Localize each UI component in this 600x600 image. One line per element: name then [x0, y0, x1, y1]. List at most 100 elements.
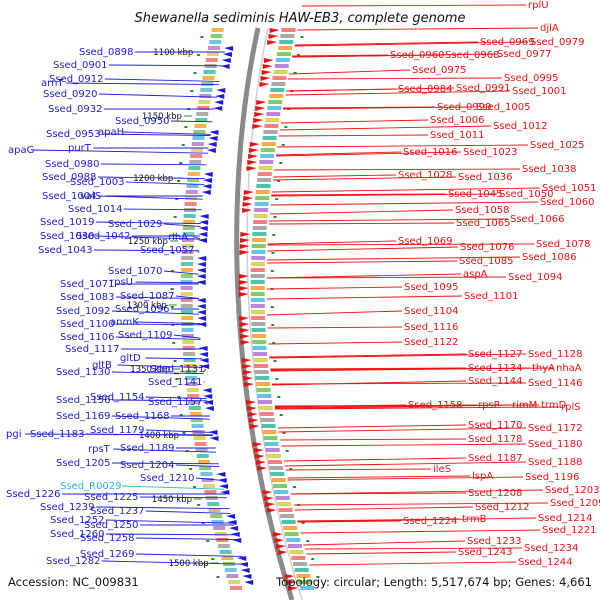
scale-dot: [284, 126, 288, 128]
reverse-gene-marker: [256, 100, 267, 105]
gene-label-right: Ssed_1005: [476, 102, 531, 113]
reverse-gene-marker: [267, 40, 278, 45]
gene-label-left: apaG: [8, 145, 34, 156]
gene-label-left: rihA: [168, 232, 188, 243]
function-color-block: [205, 58, 218, 62]
scale-dot: [189, 468, 193, 470]
kbp-label: 1100 kbp: [153, 48, 193, 58]
function-color-block: [273, 484, 288, 488]
function-color-block: [187, 394, 200, 398]
gene-label-right: Ssed_1196: [525, 472, 580, 483]
reverse-gene-marker: [239, 250, 250, 255]
leader-line-left: [100, 163, 207, 166]
reverse-gene-marker: [286, 580, 297, 585]
gene-label-right: nhaA: [556, 363, 582, 374]
forward-gene-marker: [216, 88, 226, 93]
scale-dot: [301, 522, 305, 524]
gene-label-left: Ssed_1204: [120, 460, 175, 471]
function-color-block: [254, 364, 269, 368]
scale-dot: [170, 270, 174, 272]
function-color-block: [182, 238, 195, 242]
reverse-gene-marker: [238, 286, 249, 291]
reverse-gene-marker: [238, 280, 249, 285]
function-color-block: [254, 202, 269, 206]
leader-line-right: [271, 380, 467, 386]
forward-gene-marker: [208, 430, 218, 435]
function-color-block: [294, 568, 309, 572]
reverse-gene-marker: [287, 586, 298, 591]
function-color-block: [250, 268, 265, 272]
function-color-block: [250, 304, 265, 308]
gene-label-right: Ssed_0979: [530, 37, 585, 48]
forward-gene-marker: [221, 58, 231, 63]
function-color-block: [181, 322, 194, 326]
function-color-block: [195, 448, 208, 452]
reverse-gene-marker: [243, 382, 254, 387]
function-color-block: [251, 328, 266, 332]
scale-dot: [289, 468, 293, 470]
reverse-gene-marker: [266, 508, 277, 513]
leader-line-left: [173, 334, 201, 339]
gene-label-left: Ssed_0932: [48, 104, 103, 115]
leader-line-left: [105, 533, 237, 536]
reverse-gene-marker: [248, 154, 259, 159]
function-color-block: [262, 136, 277, 140]
reverse-gene-marker: [277, 550, 288, 555]
function-color-block: [264, 442, 279, 446]
forward-gene-marker: [199, 358, 209, 363]
gene-label-left: Ssed_1130: [56, 367, 111, 378]
function-color-block: [207, 502, 220, 506]
function-color-block: [266, 112, 281, 116]
function-color-block: [182, 226, 195, 230]
reverse-gene-marker: [239, 328, 250, 333]
scale-dot: [177, 396, 181, 398]
function-color-block: [185, 382, 198, 386]
gene-label-right: Ssed_1038: [522, 164, 577, 175]
function-color-block: [204, 490, 217, 494]
scale-dot: [272, 342, 276, 344]
gene-label-right: rimM: [512, 400, 537, 411]
feature-tracks: [170, 28, 320, 591]
reverse-gene-marker: [252, 442, 263, 447]
gene-label-right: Ssed_1025: [530, 140, 585, 151]
gene-label-left: Ssed_0912: [49, 74, 104, 85]
function-color-block: [217, 544, 230, 548]
reverse-gene-marker: [265, 502, 276, 507]
leader-line-right: [287, 476, 524, 481]
leader-line-left: [111, 399, 208, 402]
function-color-block: [250, 280, 265, 284]
function-color-block: [189, 412, 202, 416]
leader-line-right: [269, 353, 467, 358]
leader-line-right: [280, 119, 429, 124]
leader-line-left: [123, 208, 202, 211]
leader-line-right: [274, 404, 540, 407]
function-color-block: [271, 478, 286, 482]
reverse-gene-marker: [252, 124, 263, 129]
reverse-gene-marker: [242, 208, 253, 213]
gene-label-right: Ssed_1127: [468, 349, 523, 360]
leader-line-right: [276, 151, 402, 156]
gene-label-left: Ssed_1092: [56, 306, 111, 317]
function-color-block: [198, 100, 211, 104]
kbp-label: 1500 kbp: [169, 559, 209, 569]
forward-gene-marker: [227, 520, 237, 525]
gene-label-right: Ssed_1016: [403, 147, 458, 158]
leader-line-right: [285, 90, 511, 96]
leader-line-left: [139, 496, 227, 499]
forward-gene-marker: [242, 574, 252, 579]
gene-label-left: Ssed_1205: [56, 458, 111, 469]
forward-gene-marker: [204, 400, 214, 405]
gene-label-left: Ssed_1282: [46, 556, 101, 567]
gene-label-right: Ssed_1244: [518, 557, 573, 568]
leader-line-left: [145, 396, 207, 400]
function-color-block: [194, 124, 207, 128]
gene-label-right: Ssed_1066: [510, 214, 565, 225]
leader-line-left: [193, 236, 200, 240]
scale-dot: [172, 234, 176, 236]
function-color-block: [186, 184, 199, 188]
leader-line-left: [135, 321, 200, 325]
kbp-label: 1250 kbp: [128, 237, 168, 247]
forward-gene-marker: [202, 388, 212, 393]
forward-gene-marker: [199, 352, 209, 357]
function-color-block: [181, 256, 194, 260]
